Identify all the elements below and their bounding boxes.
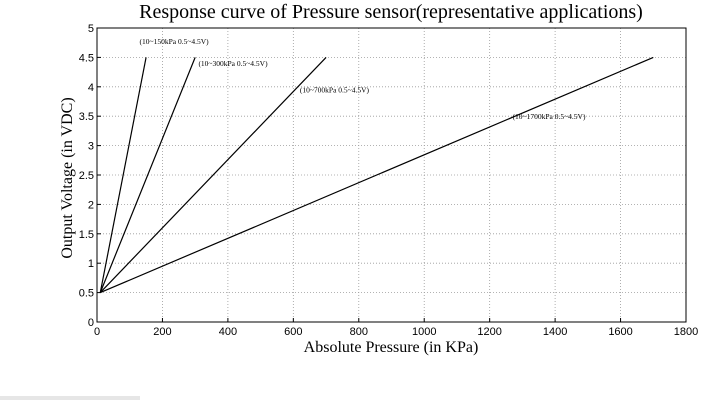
y-tick-label: 5 [88, 23, 94, 35]
y-tick-label: 3 [88, 141, 94, 153]
y-tick-label: 2 [88, 199, 94, 211]
x-tick-label: 1400 [543, 326, 567, 338]
series-line [99, 57, 147, 293]
y-tick-label: 4.5 [79, 52, 94, 64]
ticks: 0 200 400 600 800 1000 1200 1400 1600 1800 0 0.5 1 1.… [79, 23, 699, 338]
series-annotation: (10~1700kPa 0.5~4.5V) [513, 112, 586, 121]
x-tick-label: 0 [94, 326, 100, 338]
x-axis-label: Absolute Pressure (in KPa) [304, 339, 479, 356]
annotations: (10~150kPa 0.5~4.5V) (10~300kPa 0.5~4.5V)… [140, 37, 586, 121]
x-tick-label: 800 [350, 326, 368, 338]
x-tick-label: 600 [284, 326, 302, 338]
x-tick-label: 1800 [674, 326, 698, 338]
y-axis-label: Output Voltage (in VDC) [59, 97, 76, 258]
x-tick-label: 1200 [477, 326, 501, 338]
y-tick-label: 2.5 [79, 170, 94, 182]
y-tick-label: 3.5 [79, 111, 94, 123]
y-tick-label: 1 [88, 258, 94, 270]
grid [97, 28, 686, 322]
y-tick-label: 1.5 [79, 229, 94, 241]
x-tick-label: 1600 [608, 326, 632, 338]
series-annotation: (10~150kPa 0.5~4.5V) [140, 37, 210, 46]
x-tick-label: 1000 [412, 326, 436, 338]
bottom-strip [0, 396, 140, 400]
series-line [99, 57, 196, 293]
x-tick-label: 200 [153, 326, 171, 338]
y-tick-label: 4 [88, 82, 94, 94]
y-tick-label: 0 [88, 317, 94, 329]
y-tick-label: 0.5 [79, 288, 94, 300]
series-line [100, 56, 654, 294]
series-annotation: (10~300kPa 0.5~4.5V) [198, 59, 268, 68]
series-group [99, 56, 654, 294]
x-tick-label: 400 [219, 326, 237, 338]
chart-title: Response curve of Pressure sensor(repres… [139, 1, 643, 23]
series-annotation: (10~700kPa 0.5~4.5V) [300, 86, 370, 95]
series-line [99, 56, 327, 294]
